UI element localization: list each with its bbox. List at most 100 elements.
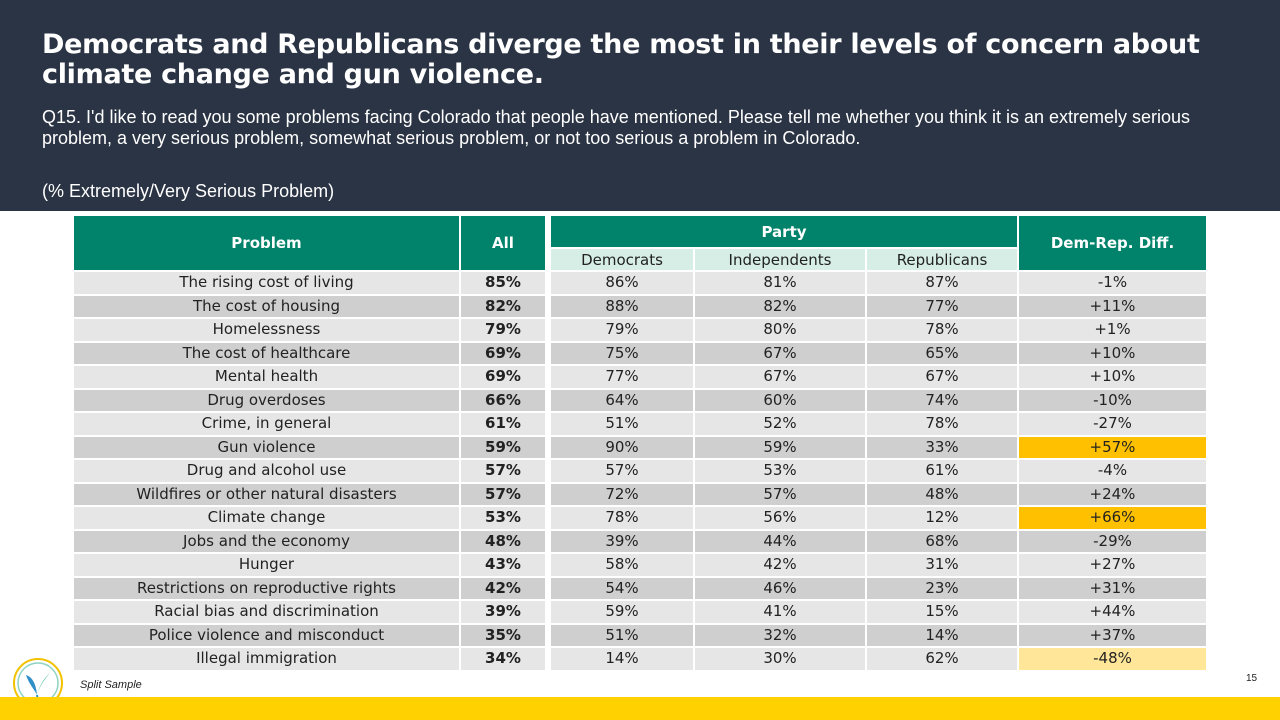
cell-problem: Climate change [74, 507, 459, 529]
cell-independents: 59% [695, 436, 865, 458]
column-separator [547, 624, 549, 646]
cell-diff: +10% [1019, 366, 1206, 388]
table-row: Police violence and misconduct 35% 51% 32% 1… [74, 624, 1206, 646]
cell-all: 66% [461, 389, 545, 411]
cell-independents: 82% [695, 295, 865, 317]
column-separator [547, 272, 549, 294]
table-row: Climate change 53% 78% 56% 12% +66% [74, 507, 1206, 529]
footer-bar [0, 697, 1280, 720]
table-row: The rising cost of living 85% 86% 81% 87% -1% [74, 272, 1206, 294]
cell-problem: Hunger [74, 554, 459, 576]
cell-republicans: 31% [867, 554, 1017, 576]
cell-diff: -27% [1019, 413, 1206, 435]
cell-diff: +1% [1019, 319, 1206, 341]
cell-independents: 57% [695, 483, 865, 505]
cell-all: 82% [461, 295, 545, 317]
table-row: The cost of healthcare 69% 75% 67% 65% +10% [74, 342, 1206, 364]
cell-republicans: 87% [867, 272, 1017, 294]
column-separator [547, 342, 549, 364]
cell-diff: +27% [1019, 554, 1206, 576]
column-separator [547, 460, 549, 482]
cell-problem: Wildfires or other natural disasters [74, 483, 459, 505]
cell-independents: 52% [695, 413, 865, 435]
cell-independents: 81% [695, 272, 865, 294]
header-all: All [461, 216, 545, 270]
cell-republicans: 78% [867, 413, 1017, 435]
cell-democrats: 59% [551, 601, 693, 623]
cell-problem: The cost of housing [74, 295, 459, 317]
page-number: 15 [1246, 673, 1258, 684]
cell-all: 48% [461, 530, 545, 552]
cell-diff: +31% [1019, 577, 1206, 599]
column-separator [547, 507, 549, 529]
slide-title: Democrats and Republicans diverge the mo… [42, 29, 1200, 90]
header-republicans: Republicans [867, 249, 1017, 270]
cell-diff: -29% [1019, 530, 1206, 552]
table-body: The rising cost of living 85% 86% 81% 87% -1%… [74, 272, 1206, 670]
measure-note: (% Extremely/Very Serious Problem) [42, 181, 335, 201]
cell-diff: -10% [1019, 389, 1206, 411]
cell-democrats: 39% [551, 530, 693, 552]
cell-problem: Illegal immigration [74, 648, 459, 670]
cell-republicans: 61% [867, 460, 1017, 482]
cell-independents: 53% [695, 460, 865, 482]
cell-democrats: 54% [551, 577, 693, 599]
cell-democrats: 14% [551, 648, 693, 670]
cell-independents: 30% [695, 648, 865, 670]
cell-republicans: 12% [867, 507, 1017, 529]
cell-all: 69% [461, 342, 545, 364]
cell-republicans: 68% [867, 530, 1017, 552]
results-table: Problem All Party Dem-Rep. Diff. Democra… [72, 214, 1208, 672]
cell-all: 34% [461, 648, 545, 670]
table-row: Jobs and the economy 48% 39% 44% 68% -29% [74, 530, 1206, 552]
cell-all: 53% [461, 507, 545, 529]
cell-republicans: 14% [867, 624, 1017, 646]
cell-diff: +44% [1019, 601, 1206, 623]
table-row: Crime, in general 61% 51% 52% 78% -27% [74, 413, 1206, 435]
column-separator [547, 295, 549, 317]
table-row: The cost of housing 82% 88% 82% 77% +11% [74, 295, 1206, 317]
leaf-logo-icon [13, 658, 63, 708]
cell-independents: 56% [695, 507, 865, 529]
column-separator [547, 601, 549, 623]
cell-problem: The rising cost of living [74, 272, 459, 294]
table-row: Homelessness 79% 79% 80% 78% +1% [74, 319, 1206, 341]
cell-democrats: 77% [551, 366, 693, 388]
table-row: Drug and alcohol use 57% 57% 53% 61% -4% [74, 460, 1206, 482]
table-row: Illegal immigration 34% 14% 30% 62% -48% [74, 648, 1206, 670]
slide-header: Democrats and Republicans diverge the mo… [0, 0, 1280, 211]
column-separator [547, 389, 549, 411]
column-separator [547, 577, 549, 599]
cell-independents: 46% [695, 577, 865, 599]
cell-democrats: 78% [551, 507, 693, 529]
cell-all: 59% [461, 436, 545, 458]
cell-all: 79% [461, 319, 545, 341]
cell-independents: 44% [695, 530, 865, 552]
cell-diff: +11% [1019, 295, 1206, 317]
table-row: Wildfires or other natural disasters 57% 7… [74, 483, 1206, 505]
column-separator [547, 554, 549, 576]
cell-problem: Drug overdoses [74, 389, 459, 411]
column-separator [547, 436, 549, 458]
cell-republicans: 67% [867, 366, 1017, 388]
cell-republicans: 15% [867, 601, 1017, 623]
cell-all: 39% [461, 601, 545, 623]
cell-all: 57% [461, 460, 545, 482]
cell-problem: Restrictions on reproductive rights [74, 577, 459, 599]
cell-problem: Homelessness [74, 319, 459, 341]
cell-diff: -48% [1019, 648, 1206, 670]
cell-problem: The cost of healthcare [74, 342, 459, 364]
column-separator [547, 530, 549, 552]
cell-diff: -4% [1019, 460, 1206, 482]
cell-diff: +57% [1019, 436, 1206, 458]
cell-republicans: 62% [867, 648, 1017, 670]
cell-problem: Mental health [74, 366, 459, 388]
cell-diff: +37% [1019, 624, 1206, 646]
column-separator [547, 319, 549, 341]
cell-independents: 60% [695, 389, 865, 411]
cell-diff: -1% [1019, 272, 1206, 294]
cell-independents: 67% [695, 366, 865, 388]
cell-problem: Crime, in general [74, 413, 459, 435]
column-separator [547, 483, 549, 505]
cell-all: 57% [461, 483, 545, 505]
